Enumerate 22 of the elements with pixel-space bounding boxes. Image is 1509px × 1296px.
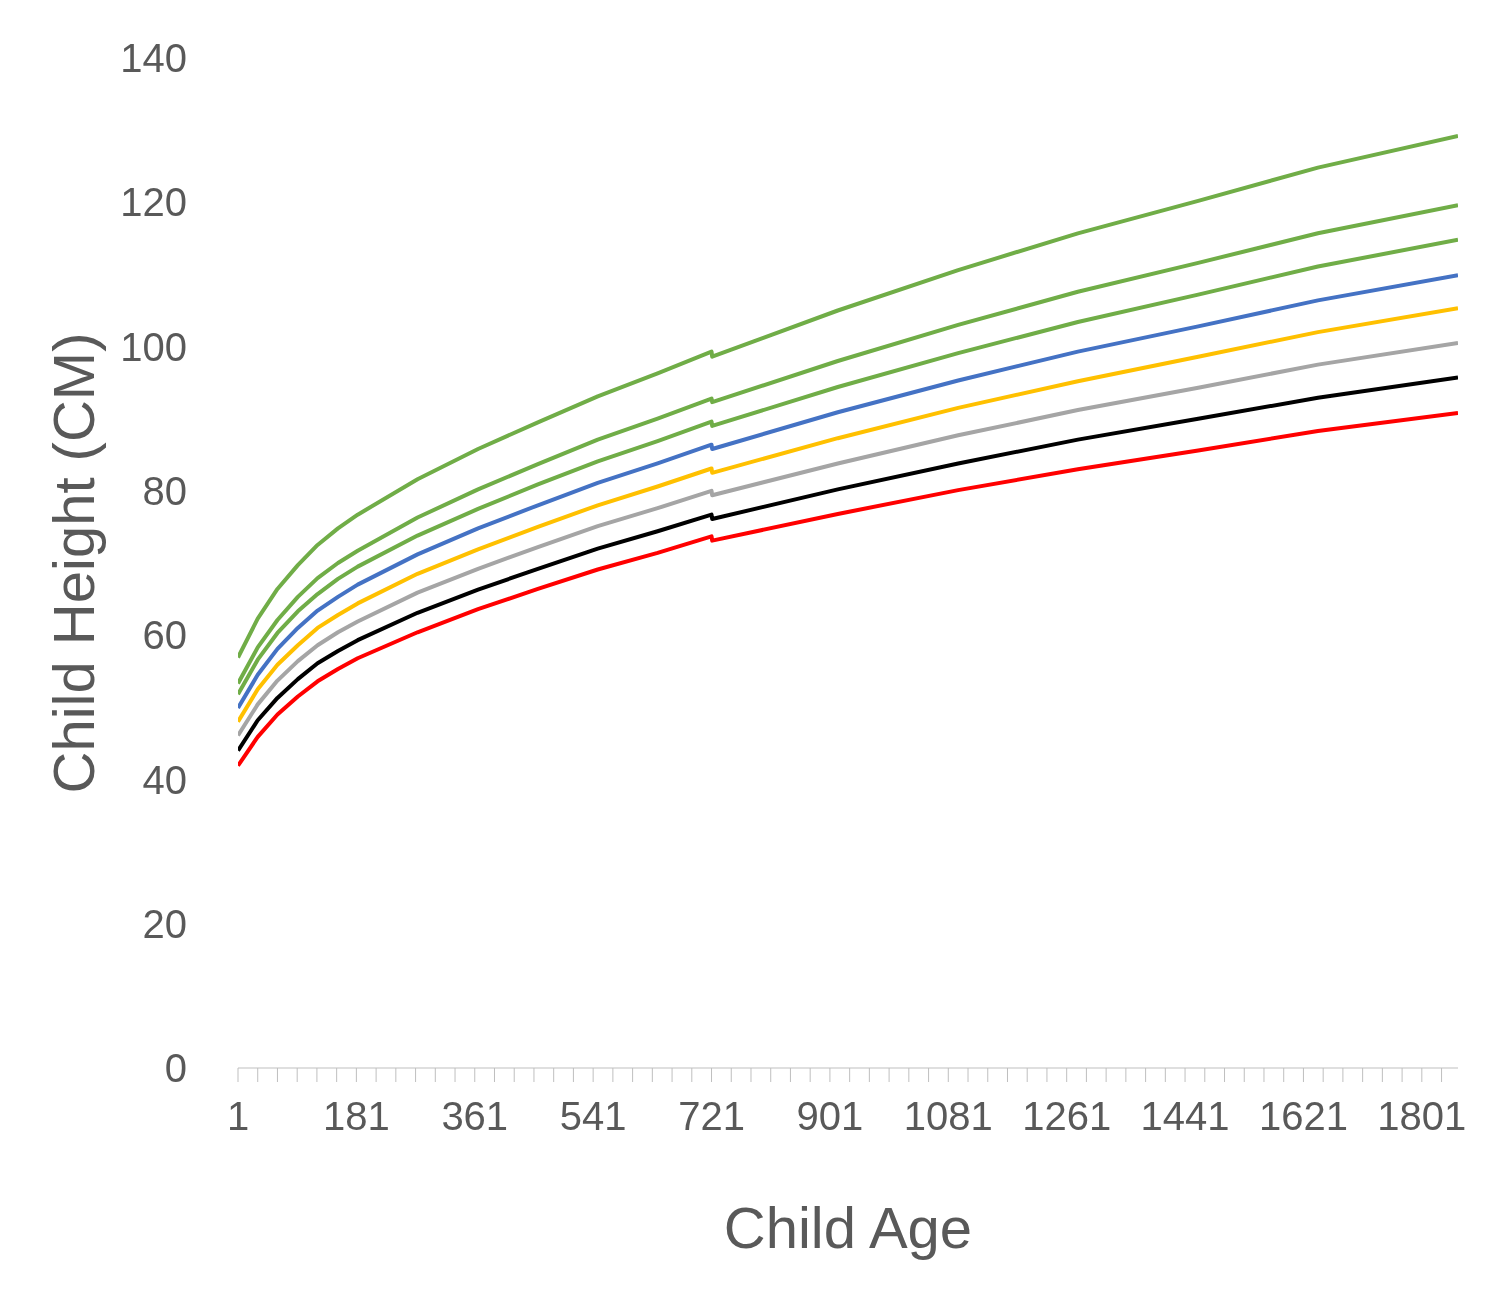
x-tick-label: 1621 xyxy=(1258,1094,1348,1139)
y-tick-label: 0 xyxy=(164,1046,187,1091)
x-tick-label: 1 xyxy=(226,1094,250,1139)
x-tick-label: 541 xyxy=(559,1094,627,1139)
y-tick-label: 100 xyxy=(120,324,187,369)
x-tick-label: 1801 xyxy=(1377,1094,1467,1139)
line-series xyxy=(238,133,1458,660)
y-axis-title: Child Height (CM) xyxy=(40,332,106,794)
y-tick-label: 120 xyxy=(120,180,187,225)
y-tick-label: 80 xyxy=(142,469,187,514)
x-tick-label: 181 xyxy=(323,1094,390,1139)
x-tick-label: 721 xyxy=(678,1094,745,1139)
x-axis-title: Child Age xyxy=(723,1195,973,1260)
y-tick-label: 40 xyxy=(142,757,187,802)
y-tick-label: 20 xyxy=(142,901,187,946)
y-tick-label: 140 xyxy=(120,36,187,81)
x-tick-label: 1441 xyxy=(1140,1094,1230,1139)
x-tick-label: 1081 xyxy=(903,1094,993,1139)
x-tick-label: 1261 xyxy=(1022,1094,1112,1139)
x-tick-label: 901 xyxy=(796,1094,864,1139)
x-tick-label: 361 xyxy=(441,1094,509,1139)
y-tick-label: 60 xyxy=(142,613,187,658)
